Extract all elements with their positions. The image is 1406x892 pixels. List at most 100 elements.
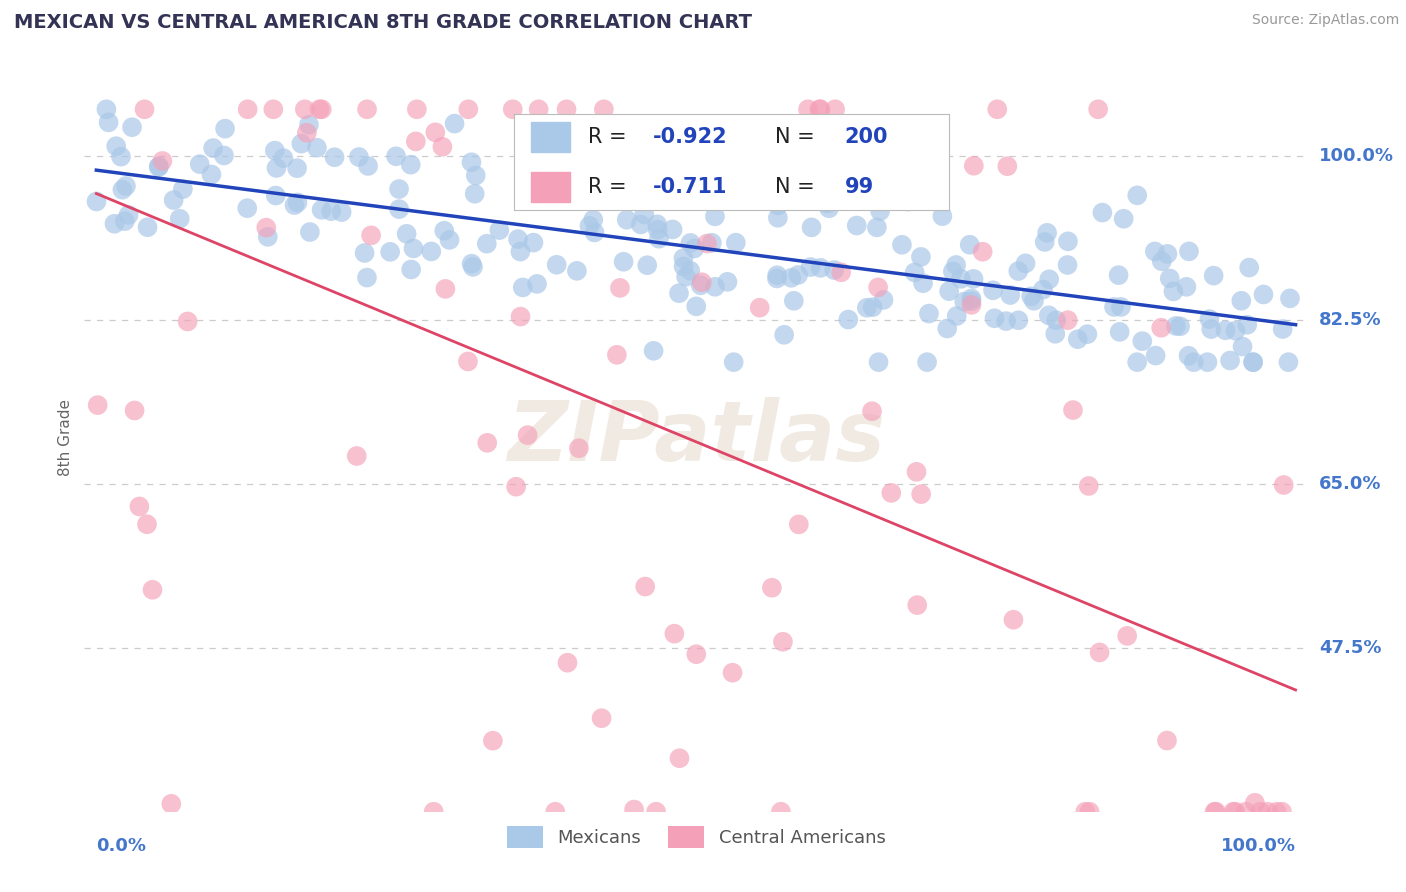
Point <box>1257 805 1279 819</box>
Point <box>111 183 134 197</box>
Point <box>910 250 932 264</box>
Point <box>938 284 960 298</box>
Point <box>298 225 321 239</box>
Text: 200: 200 <box>845 127 889 147</box>
Point <box>856 301 879 315</box>
Point <box>1241 355 1264 369</box>
Point <box>502 102 524 116</box>
Point <box>266 161 288 175</box>
Point <box>960 298 983 312</box>
Point <box>256 230 278 244</box>
Point <box>837 312 859 326</box>
Point <box>1062 403 1084 417</box>
Point <box>1033 235 1056 249</box>
Text: 100.0%: 100.0% <box>1220 837 1295 855</box>
Point <box>546 258 568 272</box>
Point <box>565 264 588 278</box>
Text: 99: 99 <box>845 177 875 197</box>
Point <box>1175 280 1198 294</box>
Point <box>983 311 1005 326</box>
Point <box>636 258 658 272</box>
Point <box>945 258 967 272</box>
Point <box>696 236 718 251</box>
Point <box>1074 805 1097 819</box>
Point <box>1232 340 1254 354</box>
Point <box>172 182 194 196</box>
Point <box>772 634 794 648</box>
Point <box>1168 319 1191 334</box>
Text: MEXICAN VS CENTRAL AMERICAN 8TH GRADE CORRELATION CHART: MEXICAN VS CENTRAL AMERICAN 8TH GRADE CO… <box>14 13 752 32</box>
Point <box>443 117 465 131</box>
Point <box>1198 312 1220 326</box>
Point <box>353 246 375 260</box>
Point <box>321 204 343 219</box>
Point <box>264 188 287 202</box>
Point <box>766 211 789 225</box>
Point <box>1002 613 1025 627</box>
Point <box>797 102 820 116</box>
Point <box>512 280 534 294</box>
Point <box>212 148 235 162</box>
Point <box>672 251 695 265</box>
Point <box>679 263 702 277</box>
Point <box>834 159 856 173</box>
Text: -0.922: -0.922 <box>652 127 728 147</box>
Point <box>960 292 983 306</box>
Point <box>648 232 671 246</box>
Point <box>464 186 486 201</box>
Point <box>388 182 411 196</box>
Point <box>949 272 972 286</box>
Point <box>505 480 527 494</box>
Point <box>783 293 806 308</box>
Text: -0.711: -0.711 <box>652 177 727 197</box>
Point <box>748 301 770 315</box>
Point <box>668 286 690 301</box>
Point <box>356 270 378 285</box>
Point <box>1038 309 1060 323</box>
Point <box>685 647 707 661</box>
Point <box>1038 272 1060 286</box>
Point <box>236 102 259 116</box>
Point <box>911 277 934 291</box>
Point <box>578 219 600 233</box>
Point <box>169 211 191 226</box>
Point <box>254 220 277 235</box>
Point <box>557 656 579 670</box>
Point <box>152 153 174 168</box>
Point <box>799 260 821 274</box>
Point <box>1112 211 1135 226</box>
Point <box>613 254 636 268</box>
Point <box>908 141 931 155</box>
Point <box>1215 323 1237 337</box>
Point <box>1159 271 1181 285</box>
Point <box>823 263 845 277</box>
Point <box>422 805 444 819</box>
Point <box>787 268 810 282</box>
Point <box>110 150 132 164</box>
Point <box>860 404 883 418</box>
Point <box>188 157 211 171</box>
Point <box>583 226 606 240</box>
Point <box>308 102 330 116</box>
Point <box>616 212 638 227</box>
Point <box>1130 334 1153 348</box>
Point <box>645 805 668 819</box>
Point <box>995 159 1018 173</box>
Point <box>385 149 408 163</box>
Point <box>357 159 380 173</box>
Point <box>963 159 986 173</box>
Point <box>1241 355 1264 369</box>
Point <box>1087 102 1109 116</box>
Point <box>647 222 669 236</box>
Point <box>460 257 482 271</box>
Point <box>862 300 884 314</box>
Point <box>683 242 706 256</box>
Point <box>582 169 605 183</box>
Point <box>285 161 308 176</box>
Text: 0.0%: 0.0% <box>97 837 146 855</box>
Point <box>360 228 382 243</box>
Point <box>554 192 576 206</box>
Point <box>294 102 316 116</box>
Point <box>1253 287 1275 301</box>
Point <box>160 797 183 811</box>
